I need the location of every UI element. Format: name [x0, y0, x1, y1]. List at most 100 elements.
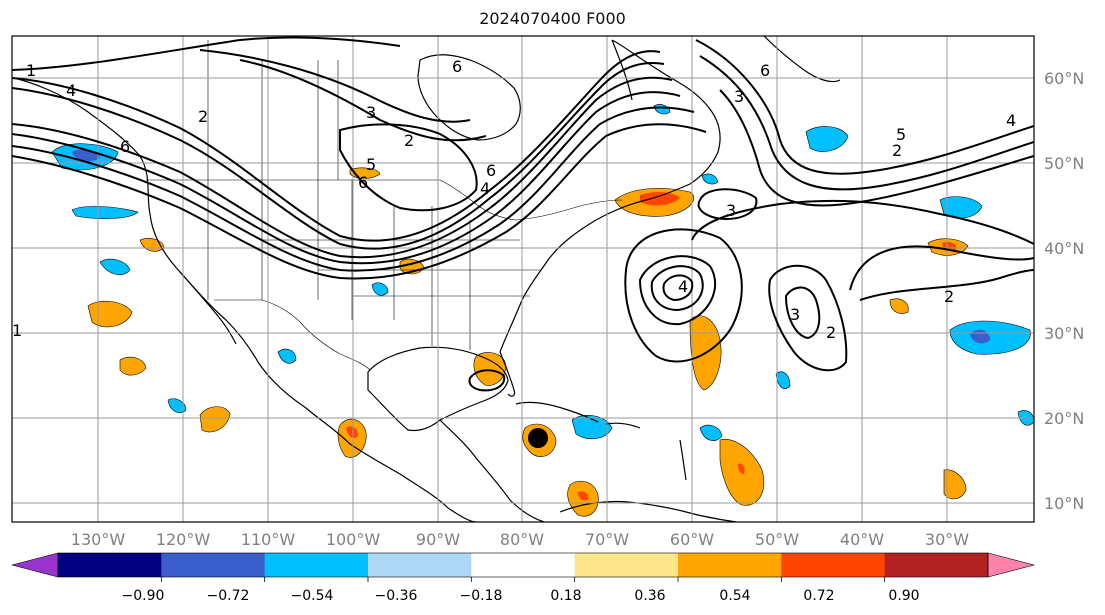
contour-label: 2 [198, 107, 208, 126]
colorbar-tick-label: −0.36 [375, 588, 418, 604]
contour-jet-1 [12, 50, 661, 242]
cool-blob-pacific-3 [277, 348, 297, 364]
contour-label: 6 [486, 161, 496, 180]
warm-blob-pacific-3 [199, 406, 231, 433]
contour-label: 3 [366, 103, 376, 122]
contour-label: 4 [678, 277, 688, 296]
colorbar-segment [58, 553, 162, 577]
colorbar: −0.90 −0.72 −0.54 −0.36 −0.18 0.18 0.36 … [10, 552, 1036, 604]
cool-blob-north-atlantic [805, 126, 849, 152]
colorbar-min-extension [10, 552, 59, 578]
longitude-label: 40°W [840, 530, 884, 549]
longitude-label: 130°W [71, 530, 126, 549]
gulf-of-mexico-coast [367, 346, 509, 432]
contour-label: 6 [760, 61, 770, 80]
contour-label: 3 [790, 305, 800, 324]
cool-blob-pacific-4 [167, 398, 187, 413]
contour-east-lobe [697, 188, 758, 220]
latitude-axis: 60°N 50°N 40°N 30°N 20°N 10°N [1044, 69, 1084, 513]
contour-east-2 [699, 55, 1034, 191]
contour-label: 1 [12, 321, 22, 340]
warm-blob-pacific-1 [87, 300, 133, 328]
colorbar-segment [884, 553, 989, 577]
contour-label: 2 [892, 141, 902, 160]
contour-upper-2 [199, 49, 471, 123]
colorbar-tick-label: 0.90 [888, 588, 919, 604]
cool-blob-labrador [701, 173, 719, 185]
colorbar-segment [678, 553, 782, 577]
contour-subtropic-inner [784, 286, 821, 340]
storm-center-marker [528, 428, 548, 448]
longitude-label: 110°W [241, 530, 296, 549]
colorbar-frame [57, 552, 989, 578]
warm-blob-pacific-2 [119, 356, 147, 376]
latitude-label: 60°N [1044, 69, 1084, 88]
colorbar-tick-label: 0.54 [719, 588, 750, 604]
contour-label: 2 [404, 131, 414, 150]
contour-cutoff-outer [624, 228, 743, 363]
colorbar-tick-label: −0.72 [207, 588, 250, 604]
warm-blob-atlantic-stripe-core [738, 463, 745, 474]
colorbar-tick-label: −0.54 [291, 588, 334, 604]
north-america-west-coast [13, 77, 477, 522]
contour-label-group: 1 4 2 6 3 2 6 5 6 4 6 3 6 3 5 2 4 3 2 2 … [12, 57, 1016, 342]
longitude-label: 60°W [670, 530, 714, 549]
us-east-coast [499, 183, 691, 353]
warm-blob-subtropic [889, 298, 909, 314]
contour-east-4 [691, 199, 1034, 245]
colorbar-max-extension [987, 552, 1036, 578]
contour-lines [12, 36, 1034, 392]
colorbar-segment [471, 553, 576, 577]
baja-california [179, 271, 237, 345]
warm-blob-central-america-core [578, 491, 589, 501]
cool-blob-east-atlantic [949, 320, 1031, 355]
warm-blob-mexico-pacific [337, 418, 367, 458]
contour-east-3 [719, 89, 1034, 207]
latitude-label: 40°N [1044, 239, 1084, 258]
longitude-label: 70°W [585, 530, 629, 549]
latitude-label: 10°N [1044, 494, 1084, 513]
contour-east-1 [695, 39, 1034, 175]
contour-subtropic-east [849, 245, 1034, 291]
contour-jet-4 [12, 91, 681, 265]
longitude-label: 100°W [326, 530, 381, 549]
map-title: 2024070400 F000 [479, 9, 626, 28]
cool-blob-pacific-1 [71, 206, 139, 219]
contour-jet-6 [12, 123, 707, 280]
central-america-east [439, 419, 545, 522]
hispaniola [605, 422, 641, 429]
contour-label: 4 [66, 81, 76, 100]
contour-low-canada [339, 123, 478, 212]
colorbar-segment [368, 553, 472, 577]
colorbar-segment [574, 553, 679, 577]
contour-jet-2 [12, 62, 665, 250]
longitude-label: 50°W [755, 530, 799, 549]
longitude-axis: 130°W 120°W 110°W 100°W 90°W 80°W 70°W 6… [71, 530, 969, 549]
colorbar-tick-label: −0.90 [122, 588, 165, 604]
canada-maritime-coast [611, 39, 721, 185]
negative-anomaly-fills [51, 104, 1034, 441]
us-canada-border [146, 179, 623, 221]
colorbar-tick-label: 0.72 [803, 588, 834, 604]
map-background [12, 36, 1034, 522]
colorbar-tick-label: 0.36 [634, 588, 665, 604]
warm-blob-canada-east-core [640, 192, 680, 206]
contour-label: 2 [944, 287, 954, 306]
greenland-south [763, 36, 841, 83]
cool-blob-atlantic-south [699, 424, 723, 441]
map-frame [11, 35, 1035, 523]
contour-upper-1 [12, 36, 401, 71]
warm-blob-far-east [943, 469, 967, 500]
contour-label: 2 [826, 323, 836, 342]
longitude-label: 120°W [156, 530, 211, 549]
contour-label: 5 [896, 125, 906, 144]
lesser-antilles [679, 439, 687, 481]
cool-blob-atlantic-mid [775, 371, 791, 389]
contour-label: 4 [480, 179, 490, 198]
contour-subtropic-low [768, 264, 848, 372]
longitude-label: 80°W [500, 530, 544, 549]
colorbar-segment [161, 553, 266, 577]
contour-label: 1 [26, 61, 36, 80]
florida-peninsula [499, 351, 516, 397]
